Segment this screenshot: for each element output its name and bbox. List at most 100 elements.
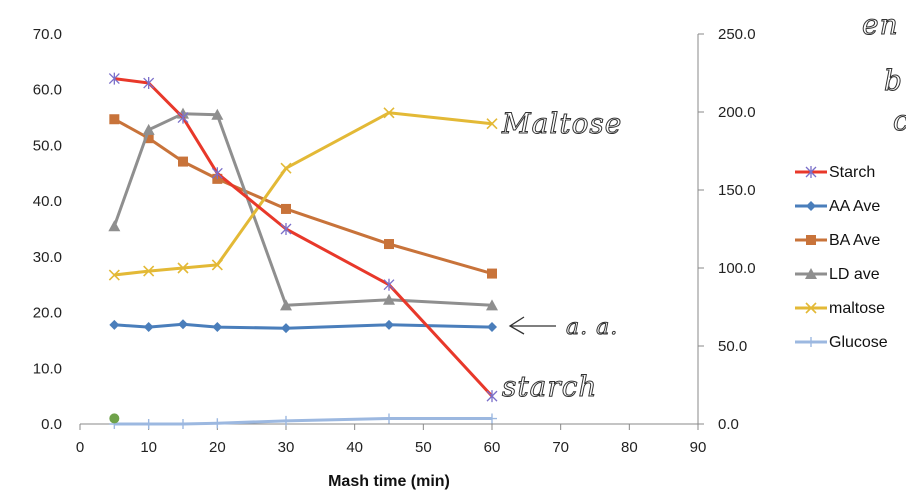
y-tick-label: 0.0: [41, 416, 62, 433]
data-point: [143, 265, 155, 277]
series-line: [114, 111, 493, 277]
arrow-icon: [508, 316, 556, 335]
data-point: [109, 114, 120, 125]
data-point: [805, 302, 817, 314]
series-layer: [108, 72, 498, 429]
series-aa-ave: [109, 319, 497, 334]
data-point: [486, 299, 498, 311]
data-point: [383, 107, 395, 119]
x-axis-title: Mash time (min): [328, 473, 450, 490]
extra-data-point: [109, 413, 120, 424]
data-point: [487, 268, 497, 279]
data-point: [281, 415, 291, 426]
y-tick-label: 40.0: [33, 193, 62, 210]
x-tick-label: 20: [209, 439, 226, 456]
y2-tick-label: 150.0: [718, 182, 756, 199]
data-point: [384, 239, 394, 250]
data-point: [281, 323, 291, 334]
x-tick-label: 70: [552, 439, 569, 456]
series-maltose: [108, 107, 498, 281]
legend: Starch AA Ave BA Ave LD ave maltose Glucose: [795, 164, 888, 351]
x-tick-label: 50: [415, 439, 432, 456]
series-line: [112, 112, 493, 307]
data-point: [384, 413, 394, 424]
series-ld-ave: [108, 107, 498, 311]
legend-label: Starch: [829, 164, 875, 181]
x-tick-label: 30: [278, 439, 295, 456]
data-point: [280, 223, 292, 235]
data-point: [211, 108, 224, 120]
data-point: [108, 220, 121, 232]
y-tick-label: 50.0: [33, 137, 62, 154]
y2-tick-label: 200.0: [718, 104, 756, 121]
data-point: [178, 319, 188, 330]
series-ba-ave: [109, 114, 497, 279]
data-point: [178, 156, 188, 167]
y-tick-label: 70.0: [33, 26, 62, 43]
annotation-corner-2: b: [884, 64, 903, 97]
data-point: [383, 293, 395, 305]
data-point: [211, 167, 223, 180]
series-line: [114, 417, 492, 426]
legend-entry: BA Ave: [795, 232, 880, 249]
x-tick-label: 0: [76, 439, 84, 456]
data-point: [177, 262, 189, 274]
data-point: [211, 259, 223, 271]
legend-label: Glucose: [829, 334, 888, 351]
x-tick-label: 60: [484, 439, 501, 456]
data-point: [108, 72, 120, 85]
legend-entry: maltose: [795, 300, 885, 317]
series-starch: [108, 72, 498, 403]
handwritten-annotations: Maltose a. a. starch en b c: [501, 8, 906, 404]
y2-tick-label: 100.0: [718, 260, 756, 277]
annotation-corner-1: en: [862, 8, 899, 41]
data-point: [143, 419, 154, 429]
y2-tick-label: 250.0: [718, 26, 756, 43]
data-point: [143, 322, 154, 333]
annotation-starch: starch: [502, 370, 597, 403]
data-point: [143, 77, 155, 90]
series-line: [114, 77, 494, 398]
data-point: [281, 203, 291, 214]
y-tick-label: 60.0: [33, 82, 62, 99]
data-point: [805, 166, 817, 178]
data-point: [487, 322, 497, 333]
data-point: [143, 133, 154, 144]
legend-label: AA Ave: [829, 198, 880, 215]
annotation-amino-acids: a. a.: [566, 315, 618, 340]
data-point: [109, 319, 120, 330]
data-point: [212, 418, 223, 429]
y2-tick-label: 50.0: [718, 338, 747, 355]
legend-entry: Glucose: [795, 334, 888, 351]
x-tick-label: 90: [690, 439, 707, 456]
legend-entry: LD ave: [795, 266, 880, 283]
y2-tick-label: 0.0: [718, 416, 739, 433]
data-point: [383, 278, 395, 291]
data-point: [178, 419, 188, 429]
data-point: [142, 123, 155, 135]
data-point: [806, 235, 816, 245]
data-point: [212, 322, 223, 333]
series-line: [114, 322, 493, 330]
legend-label: LD ave: [829, 266, 880, 283]
y-tick-label: 20.0: [33, 305, 62, 322]
legend-label: BA Ave: [829, 232, 880, 249]
legend-label: maltose: [829, 300, 885, 317]
data-point: [177, 111, 189, 124]
axes: 0.0 10.0 20.0 30.0 40.0 50.0 60.0 70.0 0.0 50.0 10…: [33, 26, 756, 490]
y-tick-label: 10.0: [33, 360, 62, 377]
data-point: [806, 201, 816, 211]
series-line: [113, 117, 493, 276]
data-point: [806, 337, 816, 347]
data-point: [805, 268, 817, 279]
x-tick-label: 80: [621, 439, 638, 456]
data-point: [486, 390, 498, 403]
data-point: [486, 118, 498, 130]
annotation-corner-3: c: [893, 104, 906, 137]
annotation-maltose: Maltose: [501, 107, 622, 140]
legend-entry: AA Ave: [795, 198, 880, 215]
x-tick-label: 10: [140, 439, 157, 456]
data-point: [280, 299, 292, 311]
data-point: [487, 413, 497, 424]
